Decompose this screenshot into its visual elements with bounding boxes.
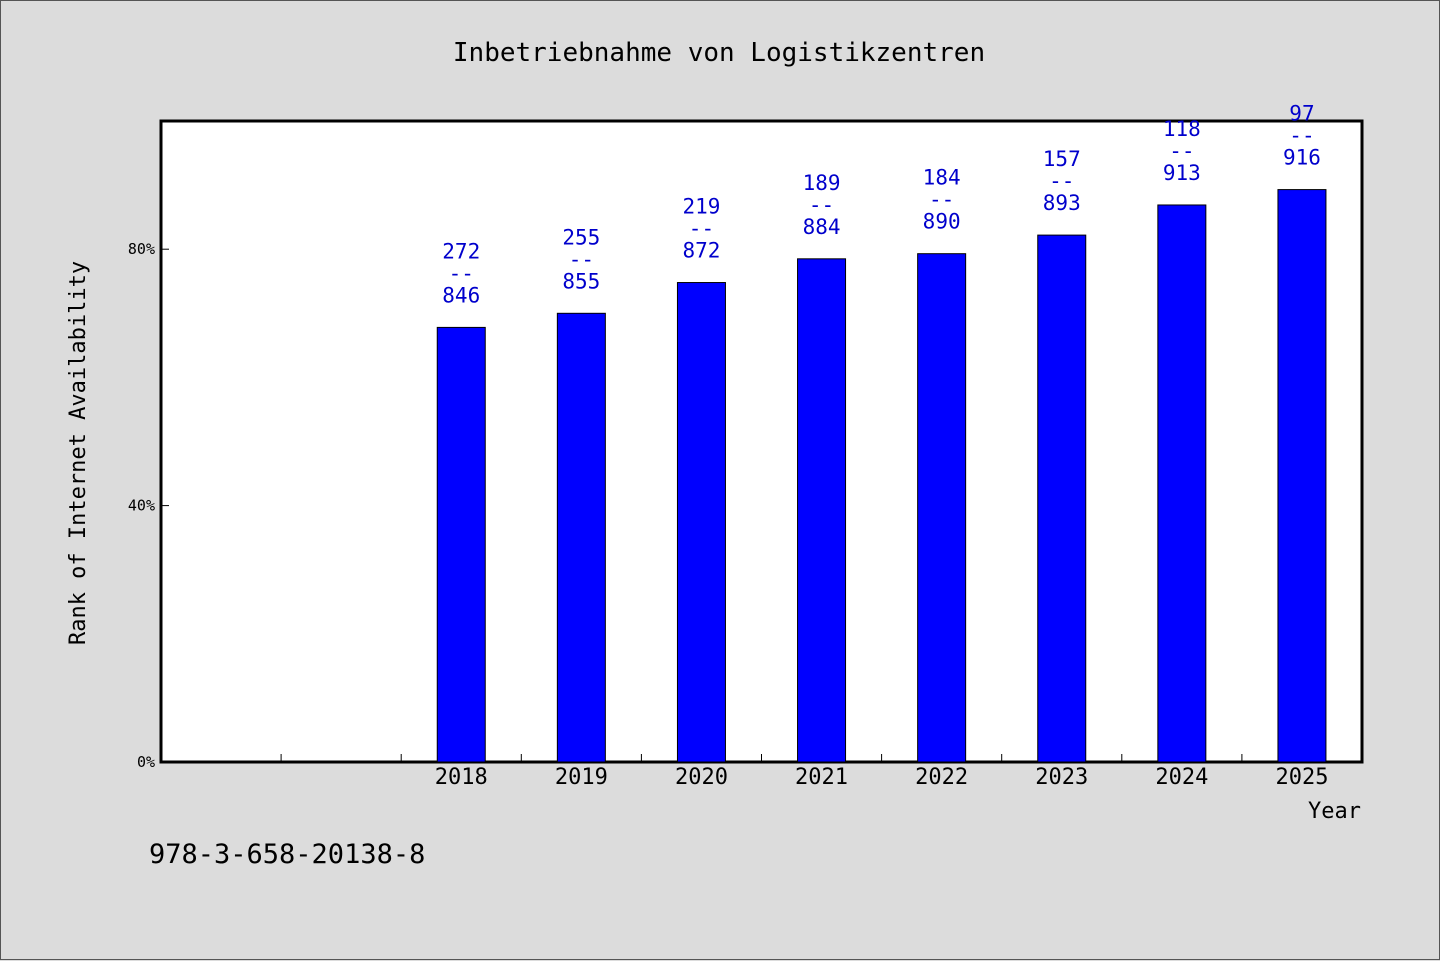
bar-2018: [436, 326, 486, 763]
y-axis-ticks: 0% 40% 80%: [128, 240, 169, 771]
x-tick-label-2018: 2018: [435, 765, 488, 790]
bar-2019: [556, 312, 606, 763]
isbn-footnote: 978-3-658-20138-8: [149, 839, 425, 870]
data-label-top-2019: 255: [562, 225, 600, 249]
data-label-separator: --: [449, 261, 474, 285]
data-label-separator: --: [929, 188, 954, 212]
data-label-separator: --: [1289, 124, 1314, 148]
bar-2024: [1157, 204, 1207, 763]
data-label-separator: --: [1169, 139, 1194, 163]
data-label-separator: --: [689, 217, 714, 241]
y-tick-label: 0%: [137, 753, 155, 771]
x-tick-label-2024: 2024: [1155, 765, 1208, 790]
bars-group: [436, 189, 1327, 763]
y-axis-label: Rank of Internet Availability: [66, 261, 91, 645]
data-label-top-2023: 157: [1043, 147, 1081, 171]
y-tick-label: 80%: [128, 240, 155, 258]
data-label-separator: --: [569, 247, 594, 271]
data-label-bottom-2024: 913: [1163, 161, 1201, 185]
data-labels-group: 272--846255--855219--872189--884184--890…: [442, 102, 1321, 308]
x-axis-ticks: 2018 2019 2020 2021 2022 2023 2024 2025: [280, 754, 1328, 790]
data-label-top-2025: 97: [1289, 102, 1314, 126]
data-label-top-2022: 184: [923, 166, 961, 190]
x-tick-label-2021: 2021: [795, 765, 848, 790]
bar-2023: [1037, 234, 1087, 763]
data-label-separator: --: [1049, 169, 1074, 193]
data-label-bottom-2021: 884: [803, 215, 841, 239]
data-label-bottom-2023: 893: [1043, 191, 1081, 215]
bar-2020: [676, 282, 726, 763]
x-tick-label-2019: 2019: [555, 765, 608, 790]
data-label-bottom-2018: 846: [442, 283, 480, 307]
y-tick-label: 40%: [128, 497, 155, 515]
x-tick-label-2023: 2023: [1035, 765, 1088, 790]
data-label-top-2018: 272: [442, 239, 480, 263]
data-label-bottom-2022: 890: [923, 210, 961, 234]
x-tick-label-2022: 2022: [915, 765, 968, 790]
data-label-bottom-2020: 872: [682, 239, 720, 263]
x-axis-label: Year: [1308, 799, 1361, 824]
bar-2025: [1277, 189, 1327, 763]
data-label-separator: --: [809, 193, 834, 217]
bar-2021: [797, 258, 847, 763]
data-label-bottom-2025: 916: [1283, 146, 1321, 170]
x-tick-label-2025: 2025: [1275, 765, 1328, 790]
data-label-top-2021: 189: [803, 171, 841, 195]
bar-2022: [917, 253, 967, 763]
chart-title: Inbetriebnahme von Logistikzentren: [453, 38, 985, 68]
data-label-top-2020: 219: [682, 195, 720, 219]
x-tick-label-2020: 2020: [675, 765, 728, 790]
data-label-top-2024: 118: [1163, 117, 1201, 141]
data-label-bottom-2019: 855: [562, 269, 600, 293]
